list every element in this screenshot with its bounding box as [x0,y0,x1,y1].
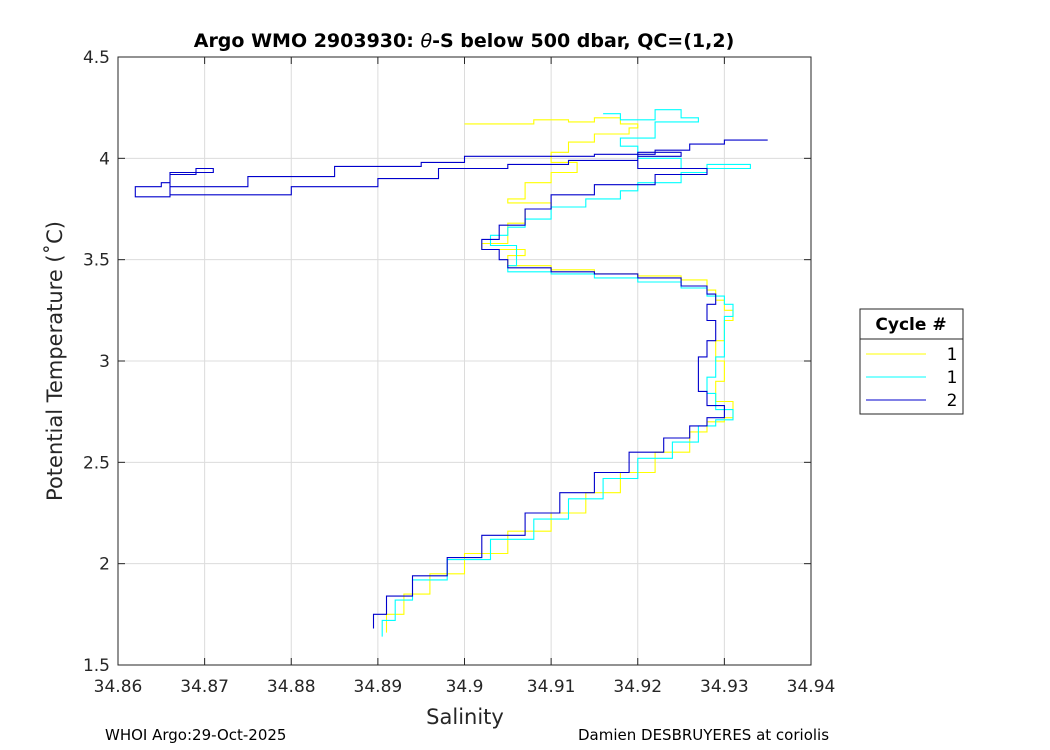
title-suffix: -S below 500 dbar, QC=(1,2) [432,30,734,52]
footer-left: WHOI Argo:29-Oct-2025 [105,726,287,744]
y-tick-label: 3 [99,352,110,372]
x-tick-label: 34.92 [613,677,662,697]
legend-title-box [859,308,964,340]
ticks: 34.86 34.87 34.88 34.89 34.9 34.91 34.92 34.93 3… [83,48,835,697]
x-tick-label: 34.87 [180,677,229,697]
x-tick-label: 34.86 [94,677,143,697]
y-tick-label: 1.5 [83,656,110,676]
x-tick-label: 34.91 [527,677,576,697]
y-axis-label: Potential Temperature (˚C) [43,221,67,501]
y-tick-label: 2.5 [83,453,110,473]
series-line-1 [381,109,751,637]
x-tick-label: 34.93 [700,677,749,697]
x-tick-label: 34.88 [267,677,316,697]
y-tick-label: 2 [99,555,110,575]
x-axis-label: Salinity [426,705,504,729]
legend-label-1: 1 [947,368,958,388]
title-prefix: Argo WMO 2903930: [194,30,421,52]
legend-label-0: 1 [947,345,958,365]
legend: Cycle # 1 1 2 [859,308,964,415]
title-theta: θ [420,30,432,52]
legend-title: Cycle # [875,315,946,335]
legend-label-2: 2 [947,391,958,411]
x-tick-label: 34.89 [354,677,403,697]
x-tick-label: 34.9 [446,677,484,697]
chart-title: Argo WMO 2903930: θ-S below 500 dbar, QC… [194,30,735,52]
y-tick-label: 3.5 [83,251,110,271]
series-line-2 [134,139,768,629]
footer-right: Damien DESBRUYERES at coriolis [578,726,830,744]
y-tick-label: 4 [99,149,110,169]
y-tick-label: 4.5 [83,48,110,68]
series-layer [134,109,768,637]
grid [118,57,811,665]
x-tick-label: 34.94 [787,677,836,697]
